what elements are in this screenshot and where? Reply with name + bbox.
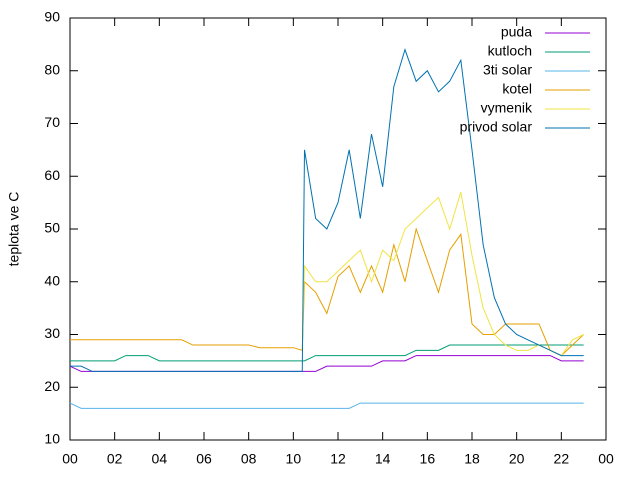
x-tick-label: 08: [241, 451, 257, 467]
y-tick-label: 70: [44, 114, 60, 130]
legend-label: vymenik: [481, 100, 533, 116]
y-tick-label: 80: [44, 61, 60, 77]
plot-border: [69, 17, 607, 441]
x-tick-label: 16: [420, 451, 436, 467]
x-tick-label: 18: [464, 451, 480, 467]
x-tick-label: 22: [554, 451, 570, 467]
legend-label: privod solar: [460, 119, 533, 135]
x-tick-label: 12: [330, 451, 346, 467]
y-tick-label: 20: [44, 378, 60, 394]
y-axis-label: teplota ve C: [6, 192, 22, 267]
series-line: [69, 355, 584, 372]
legend-label: 3ti solar: [483, 62, 532, 78]
x-tick-label: 10: [286, 451, 302, 467]
series-line: [70, 344, 584, 362]
x-tick-label: 04: [152, 451, 168, 467]
y-tick-label: 30: [44, 325, 60, 341]
series-line: [301, 191, 584, 357]
y-tick-label: 50: [44, 220, 60, 236]
x-tick-label: 02: [107, 451, 123, 467]
series-line: [70, 48, 584, 372]
y-tick-label: 40: [44, 272, 60, 288]
legend-label: kutloch: [488, 43, 532, 59]
series-line: [69, 402, 584, 409]
x-tick-label: 00: [62, 451, 78, 467]
y-tick-label: 10: [44, 431, 60, 447]
x-tick-label: 14: [375, 451, 391, 467]
legend-label: puda: [501, 24, 532, 40]
y-tick-label: 90: [44, 9, 60, 25]
x-tick-label: 20: [509, 451, 525, 467]
series-line: [70, 227, 585, 357]
x-tick-label: 06: [196, 451, 212, 467]
x-tick-label: 00: [598, 451, 614, 467]
y-tick-label: 60: [44, 167, 60, 183]
legend-label: kotel: [502, 81, 532, 97]
